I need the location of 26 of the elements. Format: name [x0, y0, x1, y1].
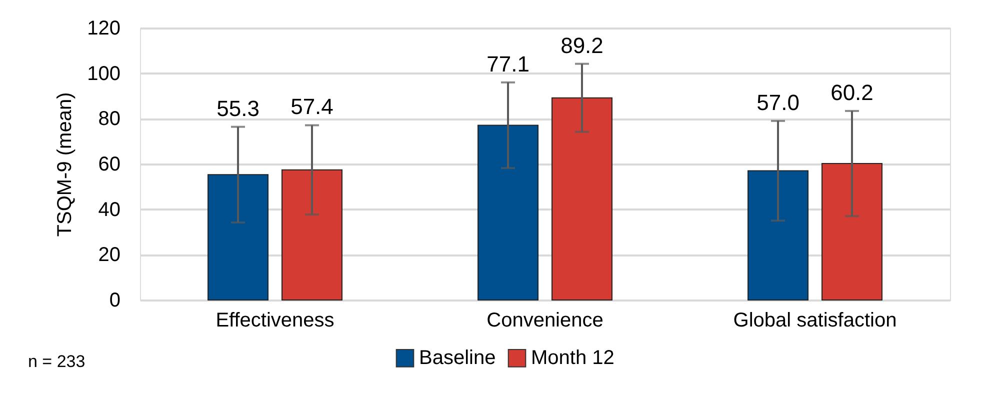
data-label: 77.1	[486, 51, 530, 76]
y-tick-label: 0	[109, 290, 120, 312]
data-label: 55.3	[216, 96, 260, 121]
y-tick-label: 120	[87, 18, 120, 40]
x-tick-label: Effectiveness	[216, 310, 334, 332]
bar	[551, 97, 612, 300]
data-label: 89.2	[560, 32, 604, 58]
x-tick-label: Global satisfaction	[733, 310, 897, 332]
bar	[821, 163, 882, 300]
data-label: 57.0	[756, 90, 800, 115]
legend-label: Month 12	[531, 347, 614, 370]
x-tick-label: Convenience	[486, 310, 604, 332]
bar	[281, 169, 342, 300]
y-tick-label: 80	[98, 108, 120, 130]
y-tick-label: 20	[98, 244, 120, 266]
y-tick-label: 100	[87, 62, 120, 85]
bar	[478, 124, 539, 300]
data-label: 60.2	[830, 80, 874, 105]
y-tick-label: 40	[98, 198, 120, 221]
data-label: 57.4	[290, 94, 334, 120]
y-tick-label: 60	[98, 154, 120, 176]
text: n = 233	[28, 352, 86, 371]
bar	[208, 174, 269, 300]
y-axis-title: TSQM-9 (mean)	[54, 92, 76, 237]
bar	[748, 170, 809, 300]
legend-label: Baseline	[419, 347, 496, 370]
